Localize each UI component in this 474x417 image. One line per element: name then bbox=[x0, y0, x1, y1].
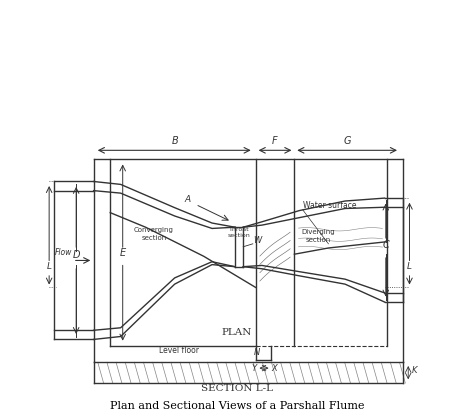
Text: Flow: Flow bbox=[55, 248, 72, 257]
Text: Throat
section: Throat section bbox=[228, 226, 250, 238]
Text: B: B bbox=[172, 136, 179, 146]
Text: Converging
section: Converging section bbox=[134, 227, 174, 241]
Text: W: W bbox=[254, 236, 262, 245]
Text: SECTION L-L: SECTION L-L bbox=[201, 384, 273, 393]
Text: X: X bbox=[272, 364, 277, 373]
Text: D: D bbox=[73, 249, 80, 259]
Text: Water surface: Water surface bbox=[303, 201, 357, 211]
Text: Y: Y bbox=[252, 364, 257, 373]
Text: Diverging
section: Diverging section bbox=[301, 229, 335, 243]
Text: Level floor: Level floor bbox=[159, 346, 199, 355]
Text: PLAN: PLAN bbox=[222, 328, 252, 337]
Text: F: F bbox=[272, 136, 278, 146]
Text: A: A bbox=[184, 195, 190, 204]
Text: L: L bbox=[407, 262, 412, 271]
Text: C: C bbox=[383, 240, 389, 250]
Text: Plan and Sectional Views of a Parshall Flume: Plan and Sectional Views of a Parshall F… bbox=[110, 401, 364, 411]
Text: G: G bbox=[343, 136, 351, 146]
Text: L: L bbox=[46, 262, 52, 271]
Text: E: E bbox=[119, 248, 126, 258]
Text: K: K bbox=[411, 366, 417, 374]
Text: N: N bbox=[254, 348, 260, 357]
